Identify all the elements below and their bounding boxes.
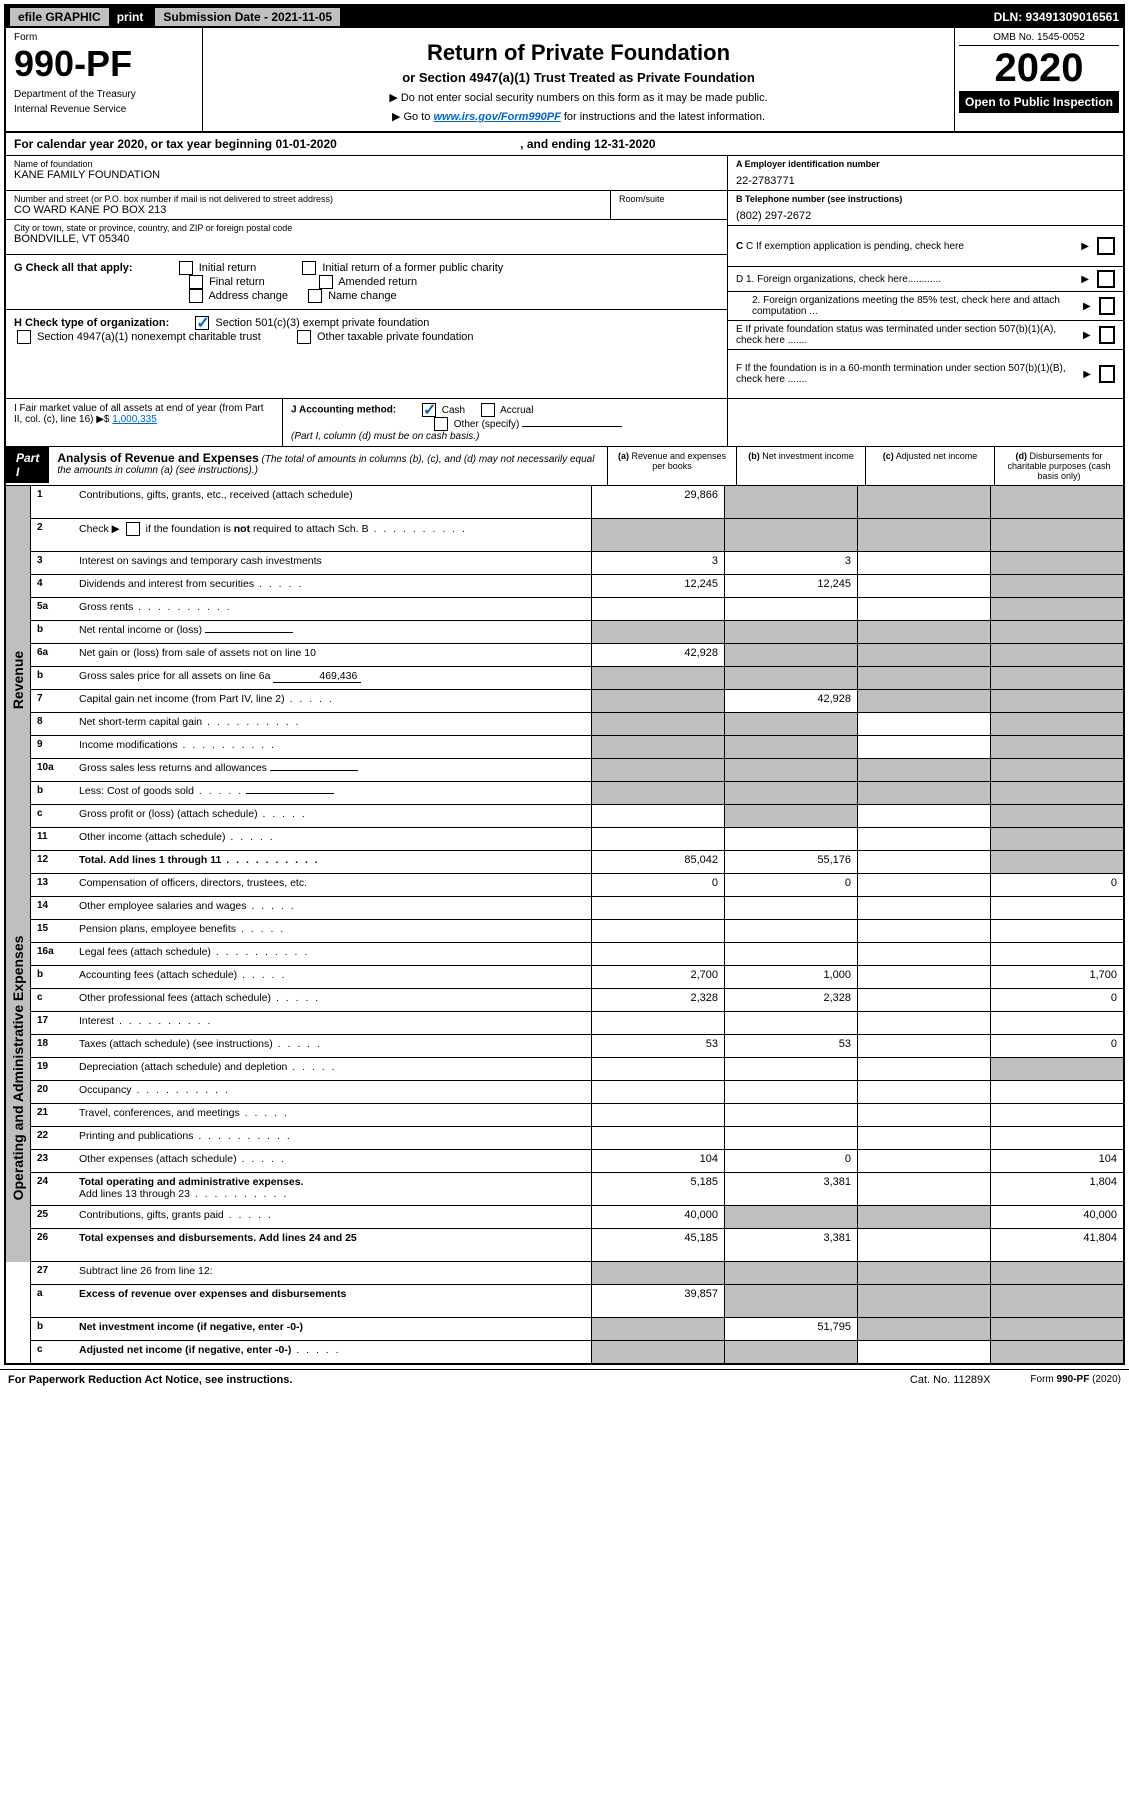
header-left: Form 990-PF Department of the Treasury I… [6,28,203,131]
checkbox-d2[interactable] [1099,297,1115,315]
form-header: Form 990-PF Department of the Treasury I… [6,28,1123,133]
checkbox-d1[interactable] [1097,270,1115,288]
dln: DLN: 93491309016561 [994,10,1119,24]
checkbox-e[interactable] [1099,326,1115,344]
checkbox-initial-former[interactable] [302,261,316,275]
checkbox-initial[interactable] [179,261,193,275]
checkbox-accrual[interactable] [481,403,495,417]
form-990pf: efile GRAPHIC print Submission Date - 20… [4,4,1125,1365]
room-suite-cell: Room/suite [611,191,727,219]
foundation-name: KANE FAMILY FOUNDATION [14,169,719,181]
paperwork-notice: For Paperwork Reduction Act Notice, see … [8,1374,292,1386]
foundation-name-cell: Name of foundation KANE FAMILY FOUNDATIO… [6,156,727,191]
fmv-value[interactable]: 1,000,335 [112,414,157,425]
form-ref: Form 990-PF (2020) [1030,1374,1121,1386]
checkbox-addr-change[interactable] [189,289,203,303]
checkbox-final[interactable] [189,275,203,289]
open-public: Open to Public Inspection [959,91,1119,113]
cat-no: Cat. No. 11289X [910,1374,991,1386]
phone: (802) 297-2672 [736,210,1115,222]
submission-date: Submission Date - 2021-11-05 [155,8,340,26]
checkbox-sch-b[interactable] [126,522,140,536]
page-footer: For Paperwork Reduction Act Notice, see … [0,1369,1129,1390]
form-label: Form [14,32,194,43]
form-title: Return of Private Foundation [211,40,946,66]
net-section: 27Subtract line 26 from line 12: aExcess… [6,1262,1123,1363]
top-bar: efile GRAPHIC print Submission Date - 20… [6,6,1123,28]
address: CO WARD KANE PO BOX 213 [14,204,602,216]
part-i-header-row: Part I Analysis of Revenue and Expenses … [6,447,1123,486]
section-d2: 2. Foreign organizations meeting the 85%… [728,292,1123,321]
section-i: I Fair market value of all assets at end… [6,399,283,446]
calendar-year-row: For calendar year 2020, or tax year begi… [6,133,1123,156]
phone-cell: B Telephone number (see instructions) (8… [728,191,1123,226]
section-g: G Check all that apply: Initial return I… [6,255,727,310]
section-h: H Check type of organization: Section 50… [6,310,727,350]
revenue-sidelabel: Revenue [6,486,31,874]
checkbox-name-change[interactable] [308,289,322,303]
note-link: ▶ Go to www.irs.gov/Form990PF for instru… [211,110,946,123]
expenses-sidelabel: Operating and Administrative Expenses [6,874,31,1262]
section-f: F If the foundation is in a 60-month ter… [728,350,1123,398]
part-i-label: Part I [6,447,49,483]
checkbox-other-method[interactable] [434,417,448,431]
checkbox-other-taxable[interactable] [297,330,311,344]
note-ssn: ▶ Do not enter social security numbers o… [211,91,946,104]
omb-number: OMB No. 1545-0052 [959,32,1119,46]
revenue-section: Revenue 1Contributions, gifts, grants, e… [6,486,1123,874]
header-center: Return of Private Foundation or Section … [203,28,954,131]
col-b-header: (b) Net investment income [736,447,865,485]
ein: 22-2783771 [736,175,1115,187]
ein-cell: A Employer identification number 22-2783… [728,156,1123,191]
form-number: 990-PF [14,43,194,85]
col-a-header: (a) Revenue and expenses per books [607,447,736,485]
dept-treasury: Department of the Treasury [14,89,194,100]
checkbox-amended[interactable] [319,275,333,289]
city-cell: City or town, state or province, country… [6,220,727,255]
form-subtitle: or Section 4947(a)(1) Trust Treated as P… [211,70,946,85]
tax-year: 2020 [959,46,1119,91]
print-label[interactable]: print [117,10,144,24]
entity-info: Name of foundation KANE FAMILY FOUNDATIO… [6,156,1123,399]
expenses-section: Operating and Administrative Expenses 13… [6,874,1123,1262]
checkbox-4947[interactable] [17,330,31,344]
section-ij: I Fair market value of all assets at end… [6,399,1123,447]
checkbox-cash[interactable] [422,403,436,417]
header-right: OMB No. 1545-0052 2020 Open to Public In… [954,28,1123,131]
irs-link[interactable]: www.irs.gov/Form990PF [433,111,560,123]
checkbox-c[interactable] [1097,237,1115,255]
section-c: C C If exemption application is pending,… [728,226,1123,267]
city-state-zip: BONDVILLE, VT 05340 [14,233,719,245]
col-c-header: (c) Adjusted net income [865,447,994,485]
checkbox-f[interactable] [1099,365,1115,383]
col-d-header: (d) Disbursements for charitable purpose… [994,447,1123,485]
section-d1: D 1. Foreign organizations, check here..… [728,267,1123,292]
address-cell: Number and street (or P.O. box number if… [6,191,611,219]
efile-badge: efile GRAPHIC [10,8,109,26]
section-j: J Accounting method: Cash Accrual Other … [283,399,727,446]
checkbox-501c3[interactable] [195,316,209,330]
irs-label: Internal Revenue Service [14,104,194,115]
section-e: E If private foundation status was termi… [728,321,1123,350]
